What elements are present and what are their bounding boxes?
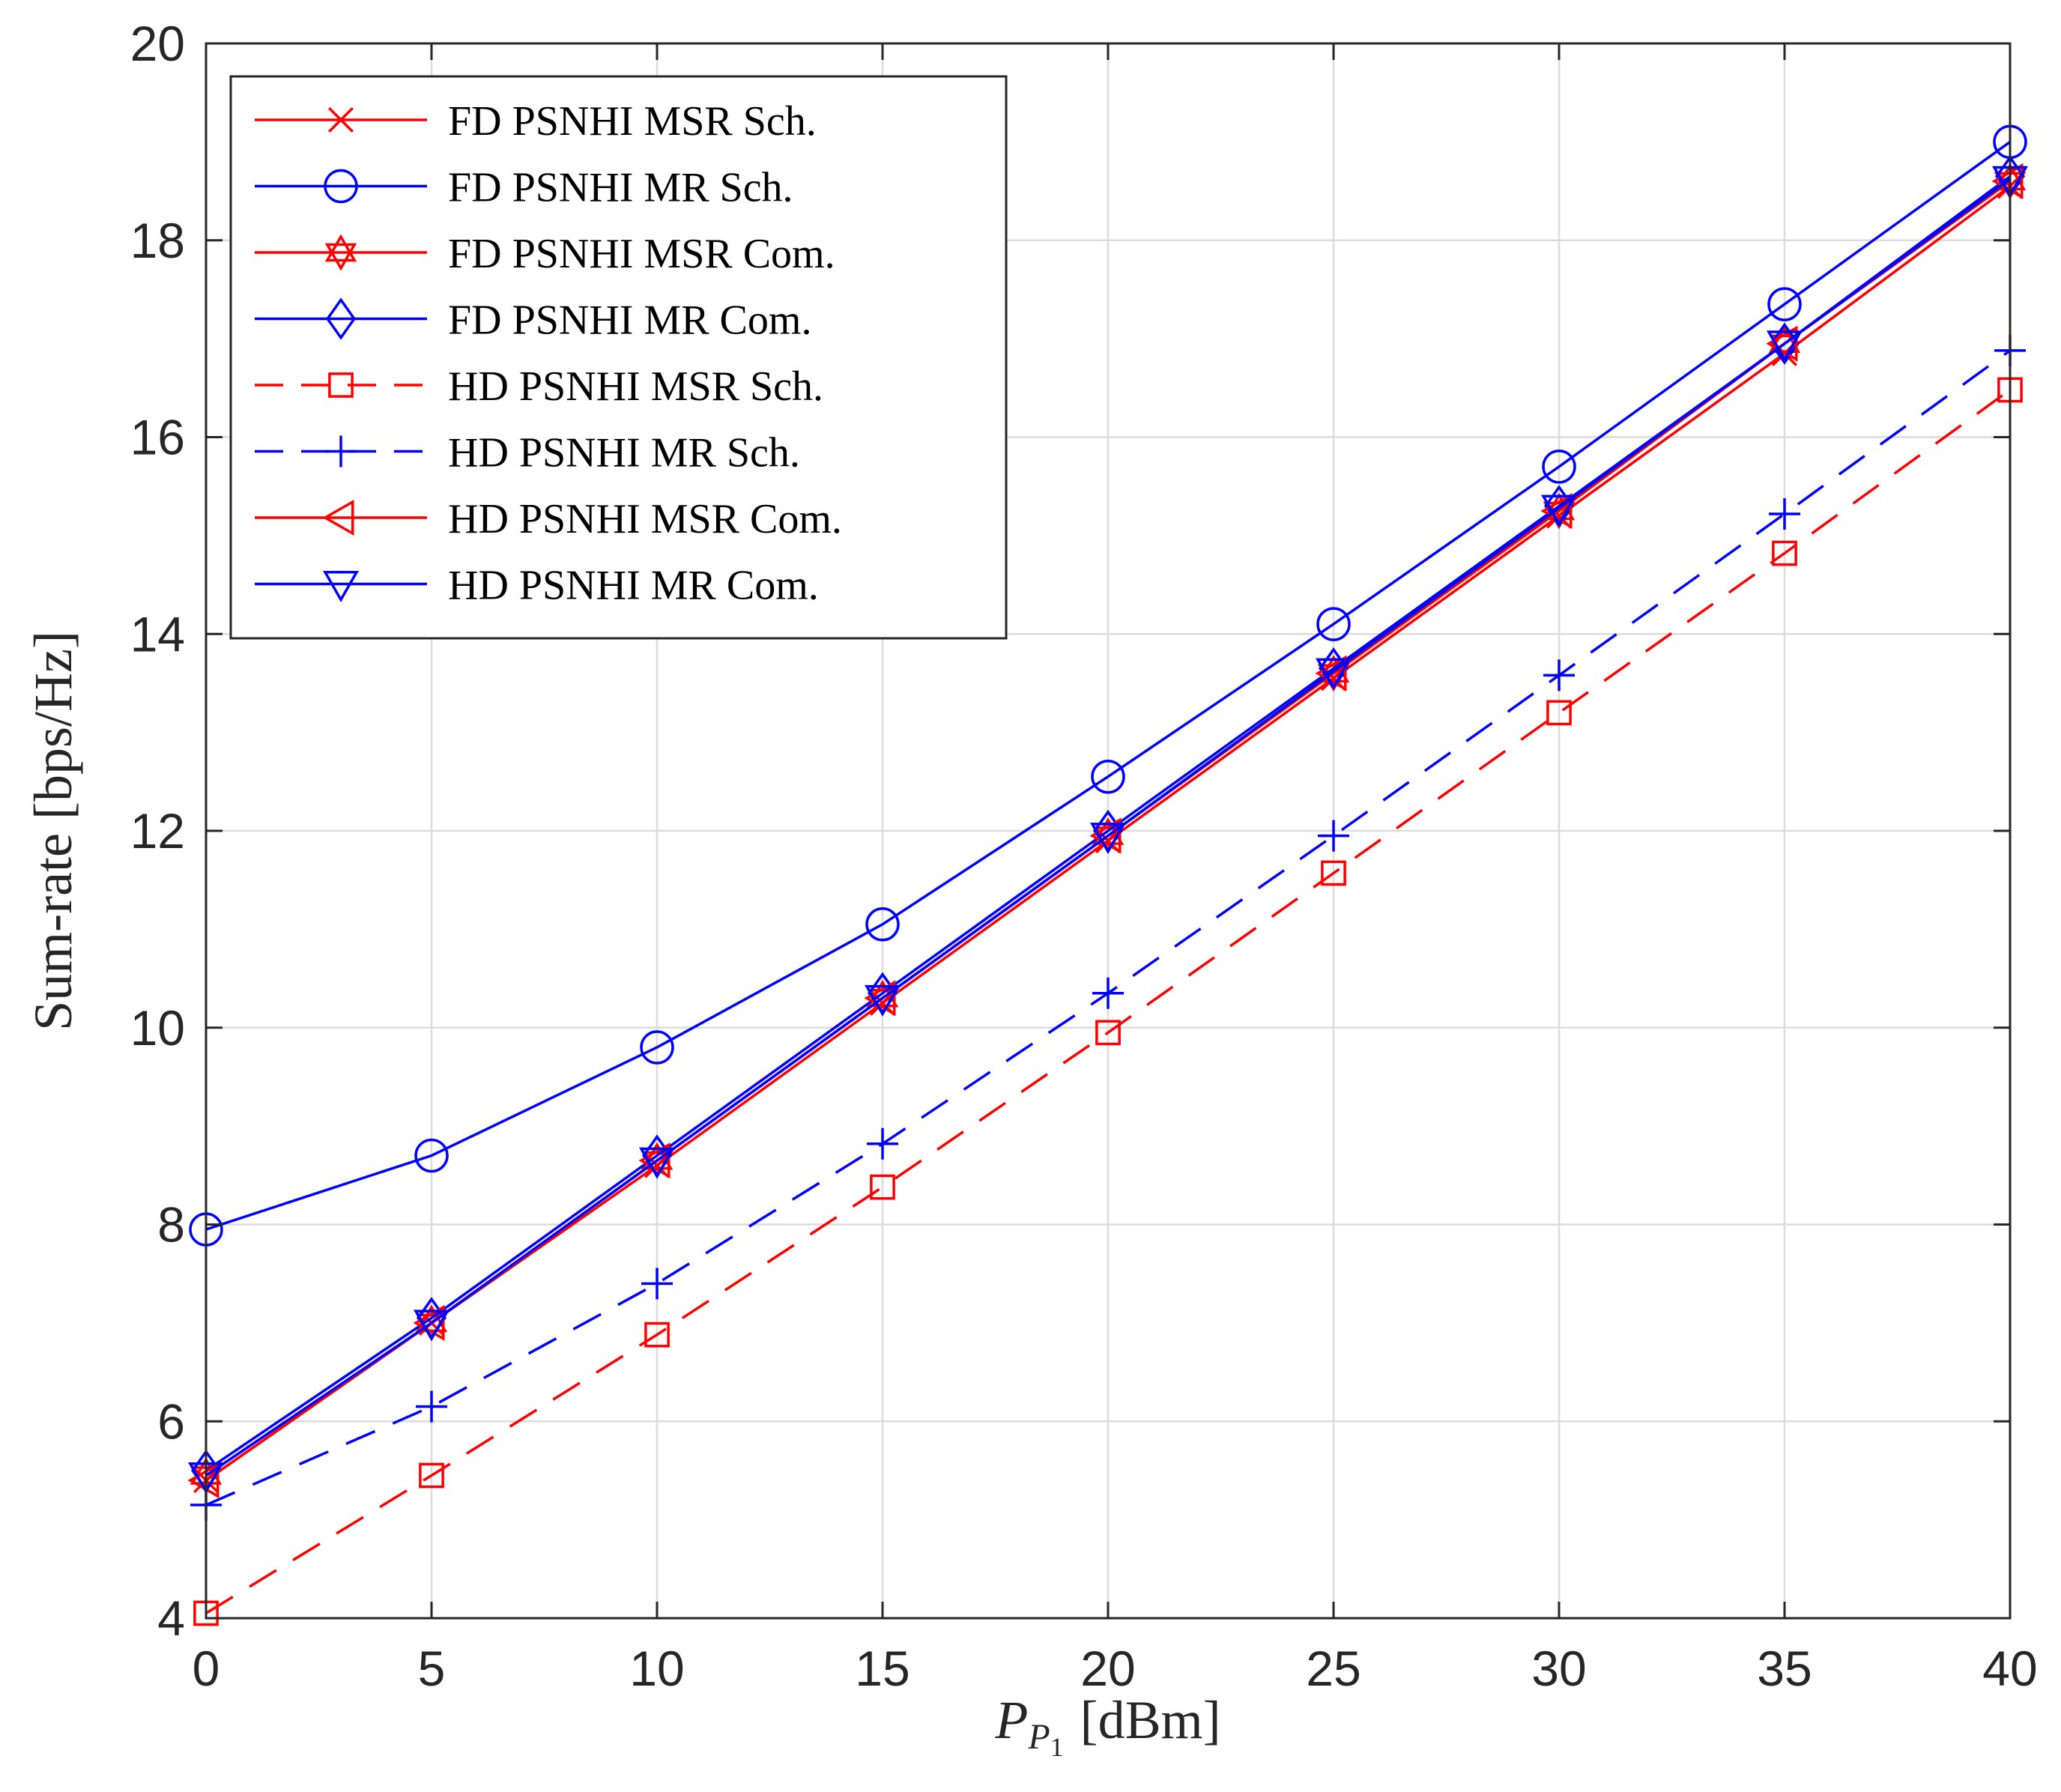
- series-5: [190, 334, 2026, 1521]
- legend-item-2: FD PSNHI MSR Com.: [255, 231, 835, 277]
- series-line-4: [205, 388, 2012, 1614]
- legend-marker: [326, 297, 356, 340]
- legend-label: FD PSNHI MSR Com.: [448, 231, 835, 277]
- series-line-7: [205, 178, 2012, 1477]
- legend-box: [229, 75, 1008, 640]
- x-tick-label: 15: [855, 1641, 910, 1696]
- x-axis-label-main: P: [994, 1690, 1028, 1750]
- x-tick-label: 35: [1757, 1641, 1812, 1696]
- series-7-point: [638, 1147, 676, 1179]
- x-tick-label: 30: [1531, 1641, 1586, 1696]
- legend-label: FD PSNHI MR Sch.: [448, 165, 793, 211]
- series-1-point: [640, 1030, 674, 1065]
- y-tick-label: 6: [157, 1393, 185, 1449]
- y-axis-label: Sum-rate [bps/Hz]: [23, 631, 83, 1031]
- series-1-point: [414, 1138, 449, 1173]
- y-tick-label: 16: [130, 410, 185, 465]
- legend-marker: [324, 169, 358, 204]
- series-7: [187, 166, 2029, 1495]
- x-axis-label-subsub: 1: [1050, 1732, 1064, 1762]
- series-6-point: [638, 1142, 671, 1179]
- legend-item-4: HD PSNHI MSR Sch.: [255, 363, 823, 410]
- series-5-point: [1318, 820, 1349, 852]
- legend-label: FD PSNHI MR Com.: [448, 297, 811, 344]
- legend-label: HD PSNHI MR Sch.: [448, 430, 800, 476]
- series-5-point: [1769, 497, 1800, 530]
- x-axis-label-sub: P: [1027, 1717, 1050, 1757]
- legend-item-0: FD PSNHI MSR Sch.: [255, 98, 817, 145]
- series-7-point: [413, 1310, 450, 1342]
- series-1-point: [1316, 607, 1351, 641]
- series-1-point: [865, 907, 900, 942]
- y-tick-label: 14: [130, 606, 185, 662]
- series-7-point: [1315, 658, 1352, 690]
- series-line-1: [205, 140, 2012, 1231]
- x-tick-label: 10: [629, 1641, 684, 1696]
- legend-marker: [322, 499, 354, 536]
- axis-labels: Sum-rate [bps/Hz] PP1 [dBm]: [23, 631, 1221, 1762]
- series-7-point: [1766, 330, 1803, 363]
- series-4-point: [419, 1462, 444, 1489]
- series-7-point: [1089, 823, 1127, 855]
- series-6-point: [1089, 817, 1122, 854]
- series-1-point: [1542, 449, 1576, 484]
- series-layer: [187, 124, 2029, 1626]
- series-5-point: [1092, 977, 1124, 1009]
- series-4-point: [1546, 700, 1572, 726]
- series-4-point: [870, 1174, 895, 1200]
- legend-item-3: FD PSNHI MR Com.: [255, 297, 811, 344]
- legend: FD PSNHI MSR Sch. FD PSNHI MR Sch. FD PSNH…: [229, 75, 1008, 640]
- y-tick-label: 20: [130, 16, 185, 71]
- series-4-point: [1095, 1020, 1121, 1046]
- x-axis-label-unit: [dBm]: [1080, 1690, 1221, 1750]
- series-4: [193, 377, 2023, 1626]
- legend-marker: [325, 435, 357, 467]
- series-5-point: [641, 1268, 673, 1300]
- legend-item-6: HD PSNHI MSR Com.: [255, 496, 842, 542]
- grid: [205, 42, 2012, 1620]
- series-1-point: [1091, 759, 1125, 794]
- y-tick-label: 10: [130, 1000, 185, 1056]
- legend-marker: [328, 372, 354, 398]
- legend-item-1: FD PSNHI MR Sch.: [255, 165, 793, 211]
- legend-label: HD PSNHI MSR Sch.: [448, 363, 823, 410]
- x-tick-label: 40: [1982, 1641, 2037, 1696]
- x-tick-label: 0: [193, 1641, 220, 1696]
- legend-items: FD PSNHI MSR Sch. FD PSNHI MR Sch. FD PSNH…: [255, 98, 842, 609]
- series-5-point: [416, 1390, 447, 1423]
- series-6-point: [413, 1304, 445, 1341]
- legend-marker: [324, 234, 357, 271]
- series-5-point: [867, 1127, 898, 1160]
- series-6-point: [1766, 325, 1798, 362]
- series-6-point: [864, 980, 896, 1017]
- legend-label: HD PSNHI MR Com.: [448, 563, 819, 609]
- y-tick-label: 4: [157, 1590, 185, 1646]
- series-7-point: [864, 984, 901, 1017]
- series-4-point: [1772, 540, 1797, 566]
- series-4-point: [644, 1322, 670, 1348]
- legend-marker: [322, 571, 360, 603]
- legend-marker: [328, 107, 354, 133]
- x-tick-label: 25: [1306, 1641, 1361, 1696]
- series-7-point: [1540, 494, 1578, 527]
- legend-item-5: HD PSNHI MR Sch.: [255, 430, 800, 476]
- x-tick-label: 5: [418, 1641, 446, 1696]
- legend-label: FD PSNHI MSR Sch.: [448, 98, 817, 145]
- legend-label: HD PSNHI MSR Com.: [448, 496, 842, 542]
- y-tick-label: 12: [130, 803, 185, 859]
- y-tick-label: 18: [130, 213, 185, 268]
- ticks: 0 5 10 15 20 25 30 35 40 4 6 8 10 12 14 16 18 20: [130, 16, 2038, 1696]
- x-tick-label: 20: [1080, 1641, 1135, 1696]
- series-4-point: [1321, 860, 1346, 886]
- y-tick-label: 8: [157, 1197, 185, 1253]
- x-axis-label: PP1 [dBm]: [994, 1690, 1220, 1762]
- legend-item-7: HD PSNHI MR Com.: [255, 563, 819, 609]
- series-5-point: [1543, 659, 1575, 691]
- series-1-point: [1767, 287, 1802, 321]
